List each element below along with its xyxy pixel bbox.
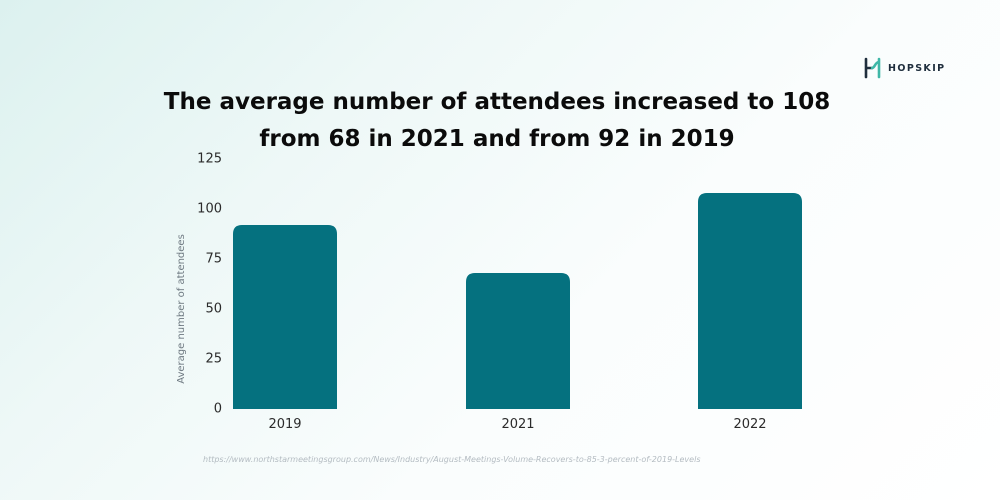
y-axis-title: Average number of attendees xyxy=(176,234,187,384)
x-tick-label: 2021 xyxy=(501,417,534,432)
chart-title: The average number of attendees increase… xyxy=(100,84,894,158)
brand-logo: HOPSKIP xyxy=(863,56,946,80)
x-tick-label: 2019 xyxy=(268,417,301,432)
chart-title-line-1: The average number of attendees increase… xyxy=(163,89,831,115)
chart-title-line-2: from 68 in 2021 and from 92 in 2019 xyxy=(259,126,735,152)
y-tick-label: 25 xyxy=(205,352,222,367)
y-tick-label: 0 xyxy=(214,402,222,417)
y-tick-label: 100 xyxy=(197,202,222,217)
x-tick-label: 2022 xyxy=(733,417,766,432)
y-tick-label: 75 xyxy=(205,252,222,267)
y-tick-label: 50 xyxy=(205,302,222,317)
bar-2019 xyxy=(233,225,337,409)
brand-name: HOPSKIP xyxy=(888,62,946,74)
bar-2021 xyxy=(466,273,570,409)
y-tick-label: 125 xyxy=(197,152,222,167)
source-citation: https://www.northstarmeetingsgroup.com/N… xyxy=(203,455,701,464)
hopskip-logo-icon xyxy=(864,57,881,79)
bar-2022 xyxy=(698,193,802,409)
